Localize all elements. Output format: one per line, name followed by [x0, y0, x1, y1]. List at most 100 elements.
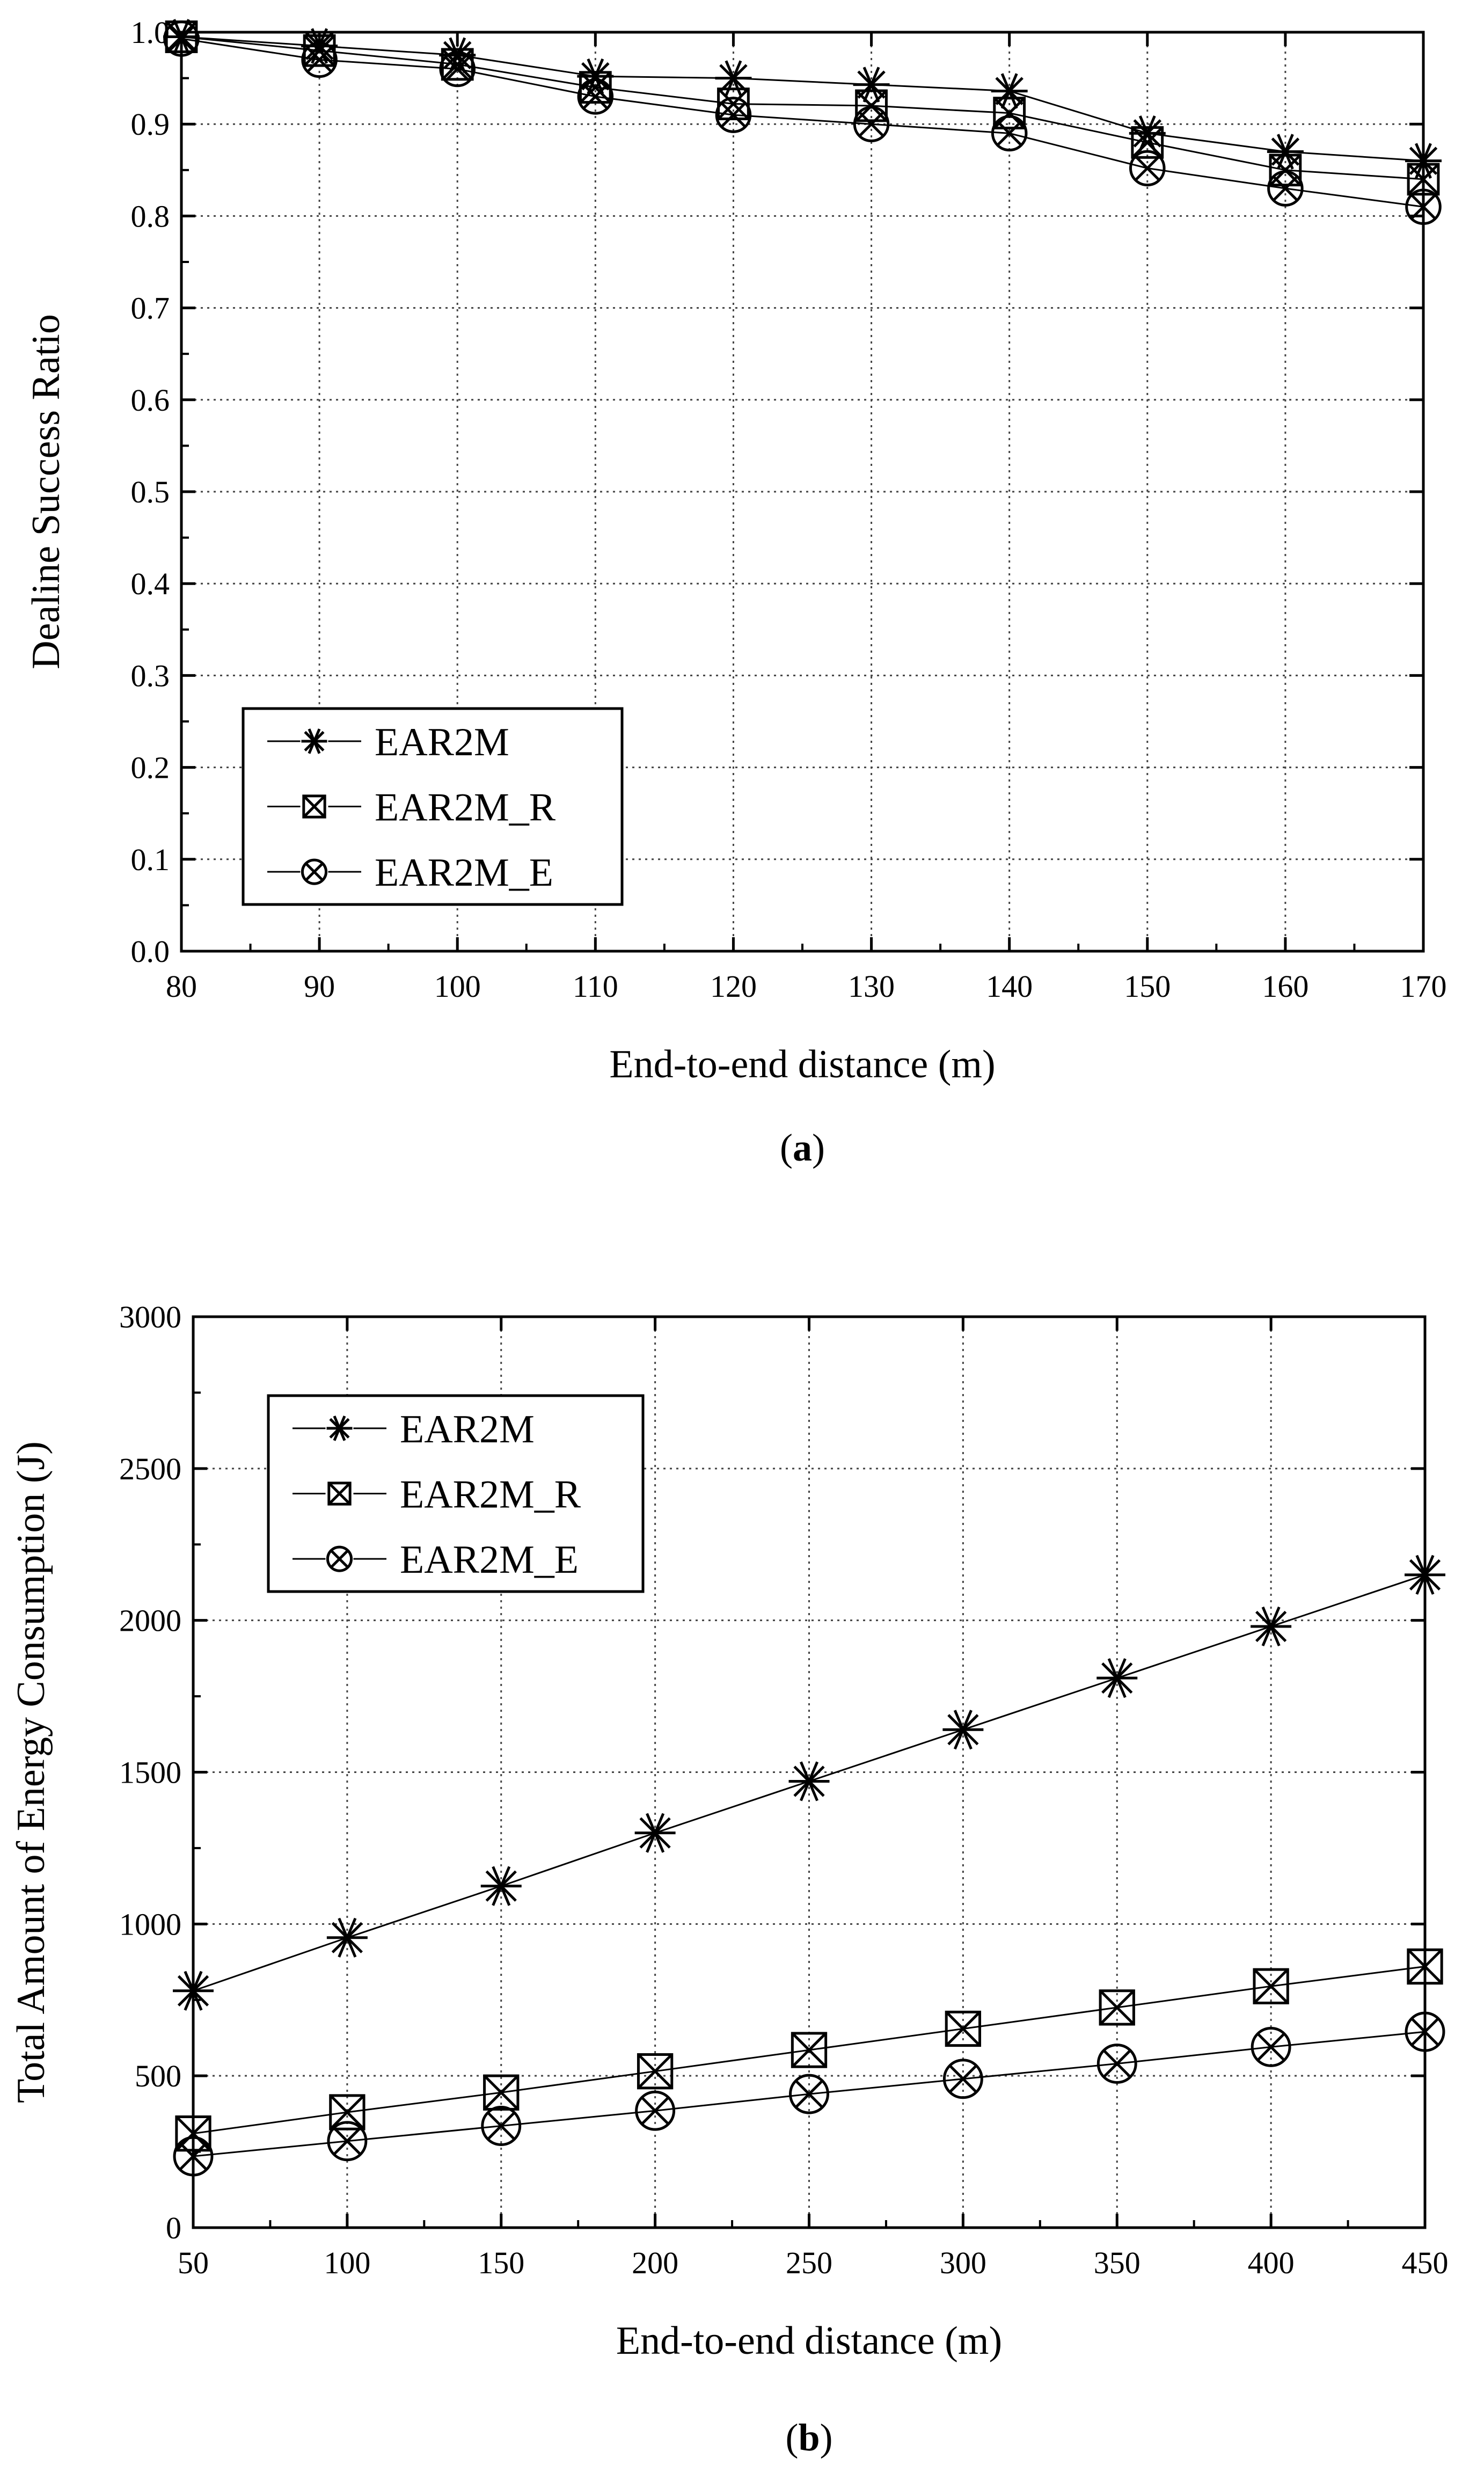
marker-box	[945, 2010, 982, 2047]
marker-box	[1131, 126, 1164, 159]
y-tick-label: 0.2	[131, 750, 170, 785]
y-tick-label: 1.0	[131, 15, 170, 50]
marker-circle	[635, 2090, 676, 2131]
marker-stroke	[1138, 115, 1156, 151]
marker-circle	[715, 97, 752, 133]
marker-stroke	[329, 2095, 365, 2130]
data-point-ear2m	[439, 37, 476, 74]
y-tick-label: 0.5	[131, 475, 170, 509]
caption-letter: b	[798, 2416, 820, 2459]
marker-stroke	[333, 1415, 346, 1441]
x-tick-label: 150	[1124, 969, 1171, 1004]
legend-marker-ear2m-e	[326, 1545, 353, 1572]
marker-stroke	[338, 1917, 357, 1958]
marker-stroke	[1276, 134, 1294, 170]
marker-box	[302, 794, 326, 819]
x-tick-label: 90	[304, 969, 335, 1004]
data-point-ear2m-e	[789, 2074, 829, 2114]
data-point-ear2m-e	[481, 2106, 522, 2146]
data-point-ear2m	[634, 1813, 676, 1853]
marker-circle	[1251, 2026, 1291, 2067]
marker-box	[1099, 1989, 1135, 2026]
data-point-ear2m-e	[991, 115, 1028, 152]
data-point-ear2m-e	[1267, 170, 1304, 207]
data-point-ear2m	[1251, 1606, 1292, 1647]
marker-stroke	[328, 1482, 351, 1505]
data-point-ear2m-e	[715, 97, 752, 133]
chart-a-deadline-success-ratio: 80 90 100 110 120 130 140 150 160 170 0.0 0.1 0.2 0.3…	[24, 15, 1447, 1169]
marker-stroke	[862, 67, 880, 103]
marker-stroke	[306, 47, 332, 73]
series-line-ear2m	[181, 36, 1424, 162]
legend-label: EAR2M_E	[375, 851, 553, 895]
data-point-ear2m	[326, 1917, 368, 1958]
x-axis-label: End-to-end distance (m)	[616, 2319, 1002, 2363]
marker-box	[1269, 154, 1302, 187]
marker-stroke	[791, 2032, 827, 2068]
legend-marker-ear2m-e	[301, 858, 328, 885]
x-tick-label: 80	[166, 969, 197, 1004]
y-tick-label: 2500	[119, 1451, 181, 1486]
data-point-ear2m-r	[1253, 1968, 1289, 2004]
marker-circle	[439, 50, 476, 87]
marker-box	[329, 2094, 365, 2130]
marker-stroke	[795, 2079, 823, 2108]
data-point-ear2m-e	[942, 2059, 983, 2099]
marker-box	[483, 2074, 520, 2111]
caption-letter: a	[793, 1126, 812, 1169]
series-line-ear2m-e	[181, 38, 1424, 208]
marker-stroke	[330, 1549, 349, 1568]
marker-stroke	[303, 795, 326, 818]
data-point-ear2m	[1267, 134, 1304, 170]
legend-marker-ear2m	[326, 1415, 353, 1441]
marker-box	[637, 2053, 674, 2090]
marker-stroke	[646, 1813, 665, 1853]
marker-circle	[789, 2074, 829, 2114]
x-tick-label: 140	[986, 969, 1033, 1004]
data-point-ear2m	[991, 73, 1028, 109]
x-tick-label: 100	[324, 2245, 370, 2280]
y-tick-label: 0.0	[131, 934, 170, 969]
marker-stroke	[487, 2112, 516, 2140]
marker-circle	[481, 2106, 522, 2146]
y-tick-label: 0.3	[131, 658, 170, 693]
x-tick-label: 400	[1248, 2245, 1295, 2280]
marker-circle	[327, 2121, 368, 2162]
legend-marker-ear2m	[301, 728, 327, 754]
caption-paren: )	[812, 1126, 825, 1169]
marker-stroke	[720, 102, 747, 128]
marker-box	[327, 1482, 352, 1506]
y-tick-label: 0	[166, 2210, 181, 2245]
y-tick-label: 1000	[119, 1907, 181, 1942]
marker-stroke	[333, 2127, 362, 2156]
marker-stroke	[1256, 2032, 1285, 2061]
marker-stroke	[1261, 1606, 1281, 1647]
marker-stroke	[582, 83, 609, 110]
data-point-ear2m-e	[1251, 2026, 1291, 2067]
marker-circle	[1096, 2044, 1137, 2084]
x-tick-label: 450	[1402, 2245, 1449, 2280]
marker-stroke	[717, 87, 750, 120]
marker-stroke	[305, 862, 324, 881]
marker-box	[993, 97, 1026, 130]
marker-stroke	[996, 120, 1022, 147]
marker-stroke	[641, 2096, 670, 2125]
data-point-ear2m-r	[717, 87, 750, 120]
legend: EAR2M EAR2M_R EAR2M_E	[267, 1394, 645, 1593]
marker-stroke	[953, 1710, 973, 1750]
marker-stroke	[945, 2011, 981, 2047]
y-axis-label: Dealine Success Ratio	[24, 314, 68, 669]
legend: EAR2M EAR2M_R EAR2M_E	[242, 707, 624, 906]
data-point-ear2m-e	[327, 2121, 368, 2162]
data-point-ear2m	[1129, 115, 1166, 151]
marker-stroke	[444, 56, 471, 82]
marker-circle	[991, 115, 1028, 152]
y-tick-label: 0.1	[131, 842, 170, 877]
data-point-ear2m	[788, 1761, 830, 1801]
y-tick-label: 0.4	[131, 566, 170, 601]
y-tick-label: 500	[135, 2059, 181, 2093]
y-tick-label: 1500	[119, 1755, 181, 1790]
marker-box	[1253, 1968, 1289, 2004]
figure-caption: (a)	[780, 1126, 825, 1169]
data-point-ear2m-r	[483, 2074, 520, 2111]
